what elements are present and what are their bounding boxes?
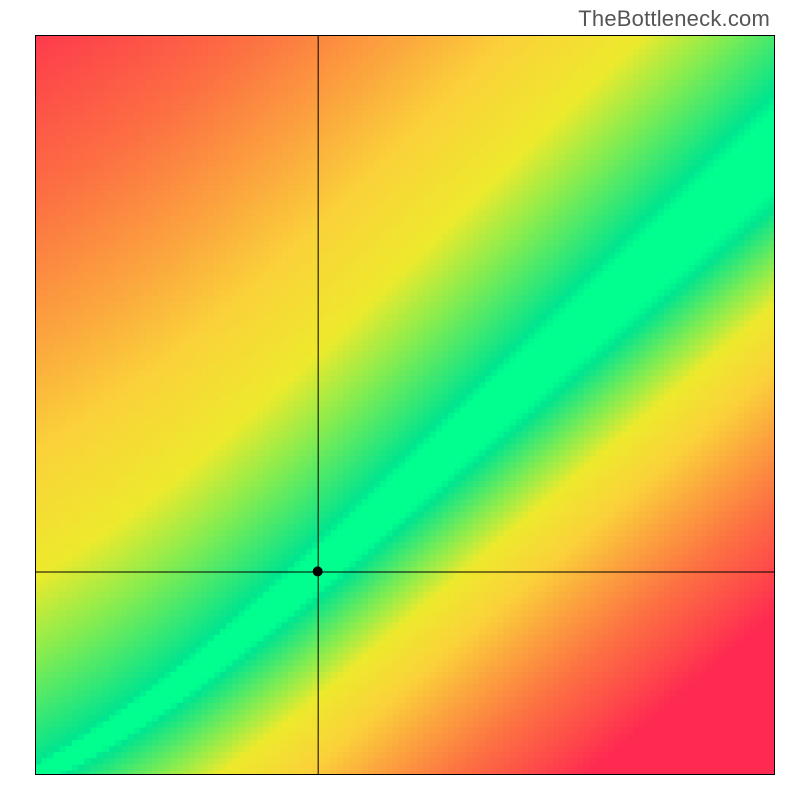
watermark-text: TheBottleneck.com [578,6,770,32]
heatmap-canvas [35,35,775,775]
bottleneck-heatmap [35,35,775,775]
